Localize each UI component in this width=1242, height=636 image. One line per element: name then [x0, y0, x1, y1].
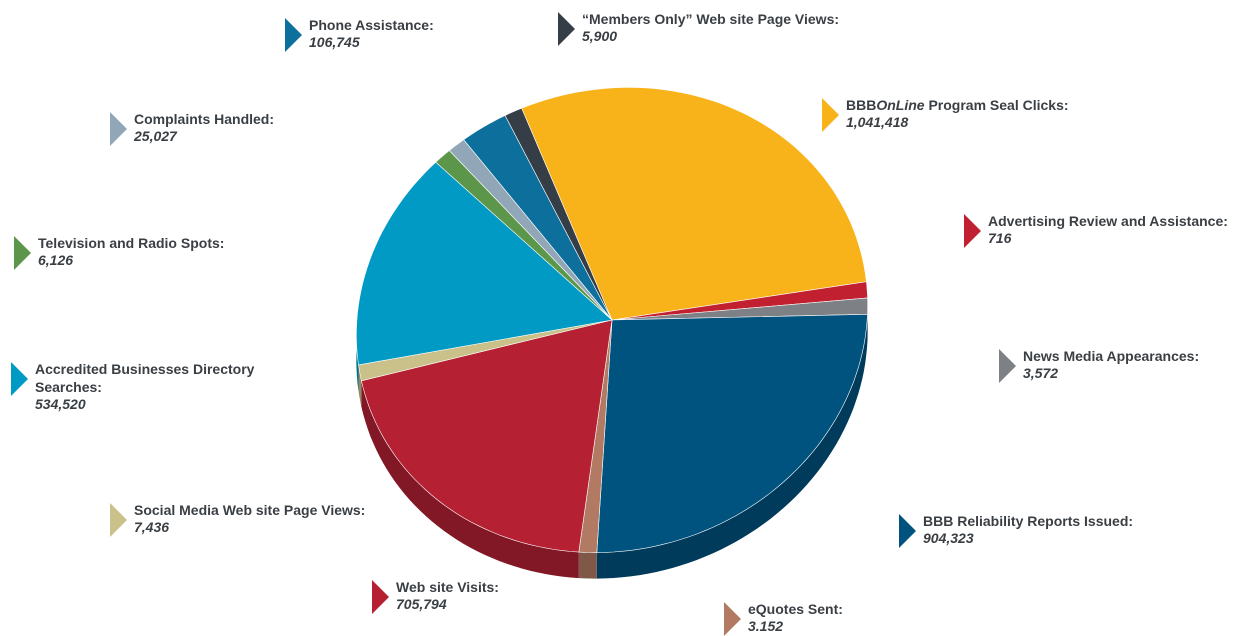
marker-social-media: [110, 503, 127, 537]
marker-members-only: [558, 12, 575, 46]
pie-side-equotes-sent: [579, 552, 597, 579]
marker-reliability-reports: [899, 514, 916, 548]
value-website-visits: 705,794: [396, 596, 499, 613]
marker-complaints-handled: [110, 112, 127, 146]
marker-equotes-sent: [724, 602, 741, 636]
marker-advertising-review: [964, 214, 981, 248]
pie-slice-reliability-reports: [597, 314, 868, 552]
value-advertising-review: 716: [988, 230, 1228, 247]
label-bbbonline-prefix: BBB: [846, 97, 876, 113]
value-reliability-reports: 904,323: [923, 530, 1133, 547]
value-complaints-handled: 25,027: [134, 128, 274, 145]
label-tv-radio-spots: Television and Radio Spots:: [38, 234, 224, 252]
value-members-only: 5,900: [582, 28, 839, 45]
marker-bbbonline-seal-clicks: [822, 98, 839, 132]
label-advertising-review: Advertising Review and Assistance:: [988, 212, 1228, 230]
marker-directory-searches: [11, 362, 28, 396]
marker-phone-assistance: [285, 18, 302, 52]
label-news-media: News Media Appearances:: [1023, 347, 1199, 365]
value-directory-searches: 534,520: [35, 396, 285, 413]
value-social-media: 7,436: [134, 519, 365, 536]
marker-news-media: [999, 349, 1016, 383]
value-news-media: 3,572: [1023, 365, 1199, 382]
label-website-visits: Web site Visits:: [396, 578, 499, 596]
value-bbbonline-seal-clicks: 1,041,418: [846, 114, 1069, 131]
label-bbbonline-italic: OnLine: [876, 97, 924, 113]
label-bbbonline-suffix: Program Seal Clicks:: [925, 97, 1069, 113]
label-social-media: Social Media Web site Page Views:: [134, 501, 365, 519]
marker-website-visits: [372, 580, 389, 614]
value-tv-radio-spots: 6,126: [38, 252, 224, 269]
label-members-only: “Members Only” Web site Page Views:: [582, 10, 839, 28]
label-directory-searches: Accredited Businesses Directory Searches…: [35, 360, 285, 396]
label-complaints-handled: Complaints Handled:: [134, 110, 274, 128]
value-equotes-sent: 3.152: [748, 618, 843, 635]
label-phone-assistance: Phone Assistance:: [309, 16, 434, 34]
marker-tv-radio-spots: [14, 236, 31, 270]
label-reliability-reports: BBB Reliability Reports Issued:: [923, 512, 1133, 530]
label-bbbonline-seal-clicks: BBBOnLine Program Seal Clicks:: [846, 96, 1069, 114]
value-phone-assistance: 106,745: [309, 34, 434, 51]
label-equotes-sent: eQuotes Sent:: [748, 600, 843, 618]
